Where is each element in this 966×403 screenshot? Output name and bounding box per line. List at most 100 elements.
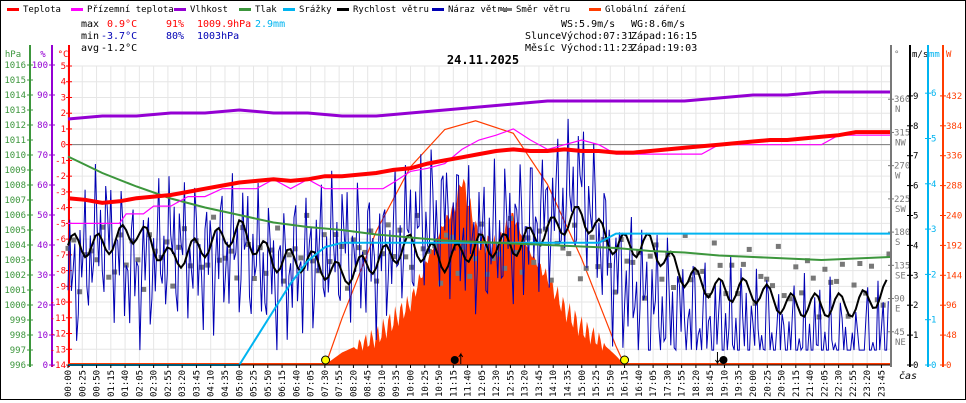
- temperature-axis-tick-label: 5: [61, 62, 66, 72]
- wind-direction-point: [100, 224, 106, 230]
- pressure-axis-tick-label: 1007: [4, 196, 26, 206]
- wind-direction-point: [286, 252, 292, 258]
- wind-direction-point: [82, 252, 88, 258]
- wind-direction-point: [700, 268, 706, 274]
- x-tick-label: 00:50: [93, 370, 103, 397]
- x-tick-label: 04:10: [207, 370, 217, 397]
- wind-direction-point: [275, 225, 281, 231]
- wind-direction-point: [735, 291, 741, 297]
- x-tick-label: 07:55: [335, 370, 345, 397]
- wind-direction-point: [368, 228, 374, 234]
- wind-direction-point: [612, 289, 618, 295]
- moonset-time: Západ:19:03: [631, 42, 697, 54]
- stats-press-max: 1009.9hPa: [197, 19, 251, 30]
- x-tick-label: 20:00: [749, 370, 759, 397]
- rain-axis-tick-label: 1: [931, 316, 936, 326]
- x-tick-label: 10:25: [421, 370, 431, 397]
- sunrise-marker: [321, 355, 331, 365]
- x-axis-ticks: 00:00 00:25 00:50 01:15 01:40 02:05 02:30 02:55…: [64, 364, 890, 397]
- x-tick-label: 22:30: [835, 370, 845, 397]
- pressure-axis-tick-label: 1002: [4, 271, 26, 281]
- temperature-line: [67, 130, 890, 205]
- wind-direction-point: [135, 257, 141, 263]
- wind-direction-point: [694, 269, 700, 275]
- moonrise-arrow-icon: [458, 352, 464, 364]
- wind-direction-point: [682, 232, 688, 238]
- wind-direction-point: [141, 286, 147, 292]
- wind-direction-point: [746, 246, 752, 252]
- x-tick-label: 20:50: [778, 370, 788, 397]
- x-tick-label: 14:10: [549, 370, 559, 397]
- x-tick-label: 23:45: [877, 370, 887, 397]
- humidity-axis-tick-label: 90: [37, 91, 48, 101]
- direction-tick-label: 270: [894, 162, 910, 172]
- wind-direction-point: [793, 264, 799, 270]
- wind-direction-point: [333, 232, 339, 238]
- wind-direction-point: [513, 250, 519, 256]
- pressure-axis-tick-label: 1004: [4, 241, 26, 251]
- legend-label: Přízemní teplota: [87, 5, 174, 15]
- wind-direction-point: [478, 221, 484, 227]
- legend-label: Vlhkost: [190, 5, 228, 15]
- radiation-axis-tick-label: 0: [946, 361, 951, 371]
- temperature-axis-tick-label: -11: [50, 314, 66, 324]
- wind-direction-point: [688, 277, 694, 283]
- direction-compass-label: NW: [895, 138, 906, 148]
- x-tick-label: 21:40: [806, 370, 816, 397]
- wind-direction-point: [804, 258, 810, 264]
- sunset-marker: [620, 355, 630, 365]
- legend-item: Vlhkost: [174, 5, 228, 15]
- temperature-axis-tick-label: -3: [55, 188, 66, 198]
- pressure-axis-tick-label: 999: [10, 316, 26, 326]
- wind-direction-point: [519, 269, 525, 275]
- direction-tick-label: 45: [894, 328, 905, 338]
- wind-gust-max: WG:8.6m/s: [631, 19, 685, 30]
- wind-axis-tick-label: 9: [913, 92, 918, 102]
- wind-direction-point: [403, 254, 409, 260]
- wind-axis-tick-label: 2: [913, 301, 918, 311]
- legend-swatch: [500, 8, 512, 11]
- stats-min-label: min: [81, 31, 99, 42]
- humidity-axis-unit: %: [40, 50, 46, 60]
- wind-gust-line: [67, 118, 889, 352]
- x-tick-label: 02:30: [150, 370, 160, 397]
- wind-direction-point: [630, 259, 636, 265]
- x-tick-label: 23:20: [863, 370, 873, 397]
- temperature-axis-tick-label: -10: [50, 298, 66, 308]
- wind-direction-point: [94, 257, 100, 263]
- wind-direction-point: [240, 225, 246, 231]
- wind-direction-point: [385, 222, 391, 228]
- temperature-axis-tick-label: -4: [55, 204, 66, 214]
- wind-direction-point: [502, 265, 508, 271]
- wind-direction-point: [834, 278, 840, 284]
- plot-area: [65, 90, 892, 366]
- moonrise-time: Východ:11:23: [561, 42, 633, 54]
- x-tick-label: 17:05: [649, 370, 659, 397]
- legend: Teplota Přízemní teplota Vlhkost Tlak Srážky…: [7, 5, 686, 15]
- wind-direction-point: [537, 228, 543, 234]
- legend-item: Tlak: [239, 5, 277, 15]
- direction-tick-label: 90: [894, 295, 905, 305]
- direction-compass-label: NE: [895, 338, 906, 348]
- x-tick-label: 03:20: [178, 370, 188, 397]
- pressure-axis-tick-label: 1015: [4, 76, 26, 86]
- pressure-axis-tick-label: 997: [10, 346, 26, 356]
- direction-compass-label: SE: [895, 271, 906, 281]
- wind-direction-point: [443, 232, 449, 238]
- wind-direction-point: [606, 262, 612, 268]
- wind-axis-tick-label: 3: [913, 271, 918, 281]
- radiation-axis-tick-label: 144: [946, 271, 962, 281]
- wind-direction-point: [467, 273, 473, 279]
- legend-label: Náraz větru: [448, 5, 508, 15]
- legend-item: Srážky: [283, 5, 332, 15]
- wind-direction-point: [531, 259, 537, 265]
- rain-axis-tick-label: 0: [931, 361, 936, 371]
- wind-direction-point: [71, 237, 77, 243]
- radiation-axis-tick-label: 336: [946, 152, 962, 162]
- legend-swatch: [71, 8, 83, 11]
- wind-direction-point: [647, 253, 653, 259]
- wind-direction-point: [671, 285, 677, 291]
- x-tick-label: 18:45: [706, 370, 716, 397]
- wind-direction-point: [269, 247, 275, 253]
